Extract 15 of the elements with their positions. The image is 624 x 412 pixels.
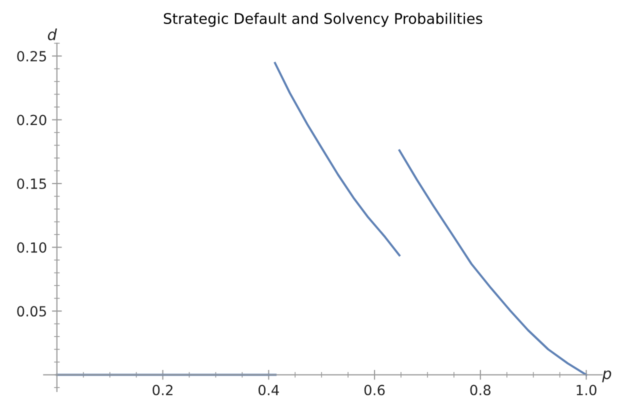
x-tick-label: 0.8 — [470, 384, 490, 396]
x-tick-label: 0.6 — [364, 384, 385, 396]
y-axis-title: d — [48, 28, 57, 40]
y-tick-label: 0.25 — [17, 50, 46, 62]
line-series — [274, 62, 400, 256]
x-tick-label: 0.2 — [152, 384, 172, 396]
x-tick-label: 0.4 — [258, 384, 279, 396]
x-tick-label: 1.0 — [576, 384, 596, 396]
x-axis-title: p — [602, 370, 612, 382]
line-series — [398, 149, 588, 376]
y-tick-label: 0.10 — [17, 242, 46, 253]
chart-title: Strategic Default and Solvency Probabilities — [164, 12, 482, 27]
y-tick-label: 0.20 — [17, 114, 46, 126]
y-tick-label: 0.15 — [17, 178, 46, 190]
y-tick-label: 0.05 — [17, 306, 46, 317]
